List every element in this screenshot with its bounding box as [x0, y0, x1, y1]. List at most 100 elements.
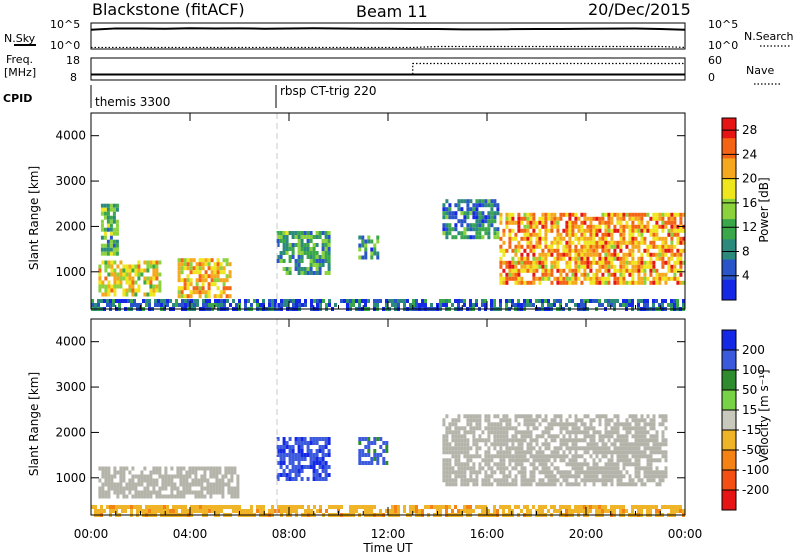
data-cell — [511, 434, 515, 439]
data-cell — [475, 231, 479, 236]
data-cell — [607, 462, 611, 467]
data-cell — [592, 276, 596, 281]
data-cell — [212, 470, 216, 475]
data-cell — [670, 303, 673, 307]
data-cell — [164, 486, 168, 491]
data-cell — [610, 466, 614, 471]
data-cell — [646, 276, 650, 281]
data-cell — [574, 256, 578, 261]
data-cell — [583, 256, 587, 261]
data-cell — [601, 272, 605, 277]
data-cell — [601, 450, 605, 455]
data-cell — [112, 303, 115, 307]
data-cell — [103, 203, 107, 208]
data-cell — [469, 505, 472, 509]
data-cell — [306, 465, 310, 469]
data-cell — [493, 211, 497, 216]
data-cell — [206, 486, 210, 491]
data-cell — [565, 212, 569, 217]
data-cell — [228, 274, 232, 279]
data-cell — [291, 469, 295, 473]
data-cell — [280, 505, 283, 509]
data-cell — [112, 215, 116, 220]
data-cell — [508, 228, 512, 233]
data-cell — [279, 453, 283, 457]
data-cell — [607, 474, 611, 479]
data-cell — [146, 490, 150, 495]
data-cell — [679, 220, 683, 225]
data-cell — [104, 260, 108, 265]
data-cell — [448, 203, 452, 208]
data-cell — [128, 288, 132, 293]
data-cell — [562, 280, 566, 285]
data-cell — [604, 220, 608, 225]
data-cell — [622, 228, 626, 233]
data-cell — [158, 470, 162, 475]
data-cell — [107, 470, 111, 475]
data-cell — [523, 224, 527, 229]
data-cell — [385, 445, 389, 449]
data-cell — [652, 446, 656, 451]
data-cell — [112, 219, 116, 224]
data-cell — [598, 470, 602, 475]
data-cell — [472, 430, 476, 435]
data-cell — [529, 438, 533, 443]
data-cell — [207, 274, 211, 279]
data-cell — [192, 270, 196, 275]
data-cell — [361, 437, 365, 441]
data-cell — [619, 228, 623, 233]
data-cell — [529, 220, 533, 225]
data-cell — [469, 207, 473, 212]
data-cell — [499, 422, 503, 427]
data-cell — [481, 299, 484, 303]
data-cell — [631, 220, 635, 225]
data-cell — [109, 239, 113, 244]
data-cell — [571, 280, 575, 285]
data-cell — [454, 462, 458, 467]
data-cell — [292, 303, 295, 307]
data-cell — [526, 303, 529, 307]
data-cell — [502, 426, 506, 431]
data-cell — [110, 482, 114, 487]
data-cell — [373, 243, 377, 248]
data-cell — [598, 509, 601, 513]
data-cell — [634, 216, 638, 221]
data-cell — [553, 264, 557, 269]
nsearch-label: N.Search — [744, 30, 794, 43]
data-cell — [315, 235, 319, 239]
data-cell — [158, 260, 162, 265]
data-cell — [613, 450, 617, 455]
data-cell — [631, 280, 635, 285]
data-cell — [625, 426, 629, 431]
data-cell — [291, 453, 295, 457]
data-cell — [520, 446, 524, 451]
data-cell — [514, 505, 517, 509]
data-cell — [454, 474, 458, 479]
data-cell — [541, 434, 545, 439]
data-cell — [122, 268, 126, 273]
data-cell — [604, 509, 607, 513]
nsky-series-line — [90, 27, 686, 31]
data-cell — [649, 232, 653, 237]
data-cell — [98, 494, 102, 499]
data-cell — [598, 418, 602, 423]
data-cell — [316, 299, 319, 303]
data-cell — [535, 434, 539, 439]
data-cell — [640, 418, 644, 423]
data-cell — [514, 454, 518, 459]
data-cell — [529, 450, 533, 455]
data-cell — [119, 276, 123, 281]
data-cell — [622, 224, 626, 229]
data-cell — [646, 470, 650, 475]
data-cell — [616, 474, 620, 479]
data-cell — [143, 466, 147, 471]
data-cell — [279, 449, 283, 453]
data-cell — [220, 505, 223, 509]
data-cell — [535, 244, 539, 249]
data-cell — [292, 299, 295, 303]
data-cell — [589, 446, 593, 451]
data-cell — [616, 462, 620, 467]
data-cell — [577, 303, 580, 307]
data-cell — [370, 255, 374, 260]
